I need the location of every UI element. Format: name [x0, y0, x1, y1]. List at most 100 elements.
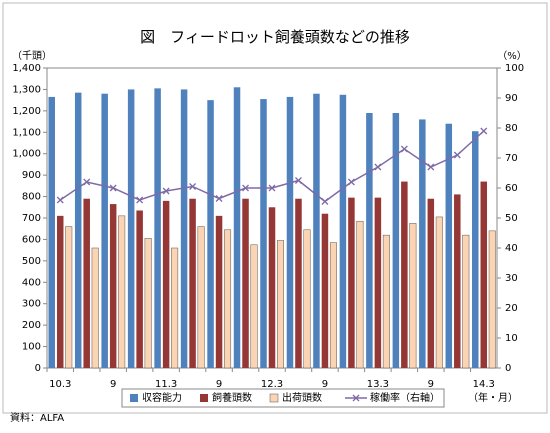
bar: [109, 204, 117, 368]
y2-tick-label: 40: [505, 243, 518, 254]
y2-tick-label: 10: [505, 333, 518, 344]
y-tick-label: 1,300: [12, 84, 41, 95]
y2-axis-label: （%）: [497, 50, 527, 62]
bar: [215, 215, 223, 368]
y2-tick-label: 70: [505, 153, 518, 164]
marker: [215, 195, 223, 202]
bar: [356, 220, 364, 369]
bar: [189, 198, 196, 368]
marker: [321, 198, 329, 205]
x-tick-label: 10.3: [49, 379, 71, 390]
legend-swatch: [200, 394, 208, 402]
bar: [91, 247, 99, 369]
x-tick-label: 9: [110, 379, 116, 390]
x-tick-label: 13.3: [367, 379, 389, 390]
bar: [472, 131, 479, 368]
y-tick-label: 800: [22, 192, 41, 203]
bar: [180, 89, 188, 368]
marker: [347, 178, 355, 186]
bar: [313, 93, 320, 368]
marker: [83, 178, 91, 186]
y2-tick-label: 50: [505, 213, 518, 224]
bar: [277, 240, 284, 369]
legend-label: 飼養頭数: [212, 391, 252, 404]
bar: [488, 230, 496, 369]
bar: [427, 198, 435, 368]
marker: [480, 127, 488, 135]
bar: [480, 181, 488, 368]
bar: [56, 215, 64, 368]
legend-swatch: [352, 394, 360, 402]
bar: [366, 113, 373, 368]
bar: [329, 242, 337, 369]
bar: [392, 113, 400, 368]
y-tick-label: 1,200: [12, 106, 41, 117]
y-tick-label: 1,100: [12, 127, 41, 138]
marker: [189, 183, 197, 190]
bar: [101, 93, 108, 368]
bar: [144, 238, 152, 369]
y-tick-label: 400: [22, 277, 41, 288]
bar: [127, 89, 135, 368]
x-tick-label: 9: [428, 379, 434, 390]
marker: [56, 196, 64, 204]
bar: [321, 213, 329, 368]
source: 資料：ALFA: [10, 411, 64, 424]
bar: [118, 215, 126, 369]
y-tick-label: 700: [22, 213, 41, 224]
x-axis-label: （年・月）: [468, 391, 518, 404]
y-tick-label: 200: [22, 320, 41, 331]
marker: [109, 184, 117, 192]
bar: [260, 99, 267, 369]
bar: [348, 197, 355, 368]
bar: [250, 244, 258, 369]
bar: [435, 216, 443, 369]
x-tick-label: 11.3: [155, 379, 177, 390]
y2-tick-label: 20: [505, 303, 518, 314]
bar: [83, 198, 90, 368]
y2-tick-label: 80: [505, 123, 518, 134]
bar: [162, 200, 170, 368]
bar: [207, 100, 214, 369]
y-tick-label: 0: [35, 363, 41, 374]
y2-tick-label: 60: [505, 183, 518, 194]
bar: [136, 210, 143, 368]
y-tick-label: 600: [22, 234, 41, 245]
bar: [286, 96, 294, 368]
bar: [445, 123, 453, 368]
y-tick-label: 300: [22, 299, 41, 310]
bar: [419, 119, 426, 368]
bar: [171, 247, 179, 369]
bar: [268, 207, 276, 368]
marker: [453, 151, 461, 159]
x-tick-label: 9: [216, 379, 222, 390]
marker: [295, 177, 302, 184]
bar: [197, 226, 205, 369]
marker: [427, 163, 435, 171]
bar: [409, 223, 417, 369]
bar: [374, 197, 382, 368]
bar: [454, 194, 461, 368]
y-tick-label: 1,000: [12, 149, 41, 160]
marker: [162, 187, 170, 195]
legend-label: 収容能力: [142, 391, 182, 404]
bar: [339, 94, 347, 369]
y-tick-label: 1,400: [12, 63, 41, 74]
bar: [303, 229, 311, 369]
legend-box: [121, 388, 445, 408]
bar: [242, 198, 249, 368]
legend-label: 出荷頭数: [282, 391, 322, 404]
bar: [233, 87, 241, 369]
bar: [74, 92, 82, 369]
x-tick-label: 14.3: [473, 379, 495, 390]
bar: [48, 96, 55, 368]
y-tick-label: 100: [22, 342, 41, 353]
x-tick-label: 12.3: [261, 379, 283, 390]
chart-title: 図 フィードロット飼養頭数などの推移: [140, 28, 410, 46]
bar: [65, 226, 73, 369]
y2-tick-label: 90: [505, 93, 518, 104]
marker: [374, 163, 382, 171]
marker: [242, 184, 249, 192]
